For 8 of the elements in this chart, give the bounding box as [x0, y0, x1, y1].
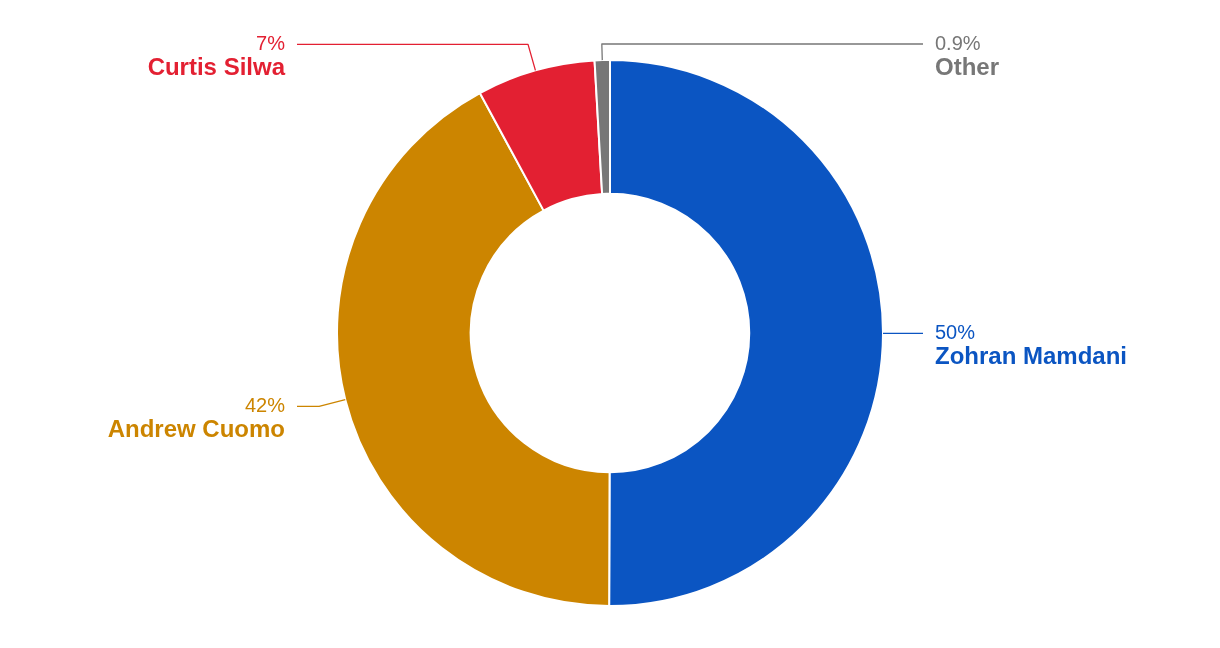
slice-label: Zohran Mamdani [935, 342, 1128, 370]
slice-label: Andrew Cuomo [107, 414, 285, 442]
data-label: 50% [935, 320, 976, 343]
data-label: 7% [256, 31, 286, 54]
data-label: 0.9% [935, 31, 981, 54]
data-label: 42% [244, 393, 286, 416]
slice-label: Curtis Silwa [147, 53, 286, 81]
slice-label: Other [935, 52, 1000, 80]
